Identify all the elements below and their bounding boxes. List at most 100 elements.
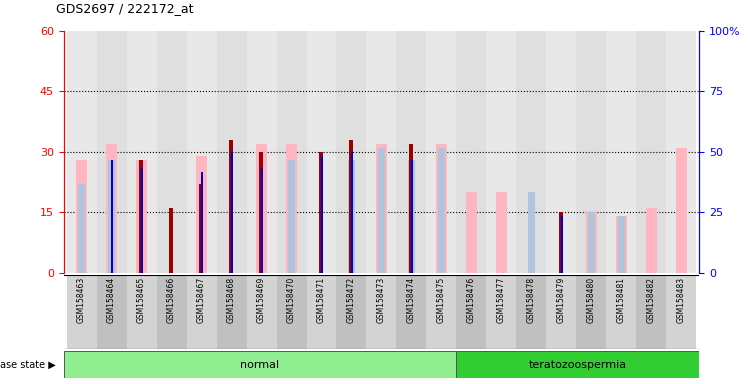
Text: GSM158477: GSM158477: [497, 277, 506, 323]
Bar: [547, 31, 577, 273]
Bar: [577, 31, 607, 273]
Bar: [106, 144, 117, 273]
Text: GSM158465: GSM158465: [137, 277, 146, 323]
Bar: [486, 31, 516, 273]
Bar: [426, 275, 456, 349]
Bar: [321, 156, 323, 273]
Bar: [216, 31, 247, 273]
Bar: [516, 275, 547, 349]
Text: GSM158476: GSM158476: [467, 277, 476, 323]
Bar: [136, 160, 147, 273]
Bar: [466, 192, 476, 273]
Bar: [376, 144, 387, 273]
Bar: [676, 147, 687, 273]
Bar: [351, 152, 353, 273]
Bar: [586, 212, 597, 273]
Bar: [156, 275, 186, 349]
Bar: [247, 275, 277, 349]
Bar: [637, 31, 666, 273]
Bar: [277, 31, 307, 273]
Text: GSM158480: GSM158480: [587, 277, 596, 323]
Bar: [108, 160, 114, 273]
Bar: [561, 216, 562, 273]
Bar: [607, 275, 637, 349]
Bar: [577, 275, 607, 349]
Bar: [637, 275, 666, 349]
Text: GSM158482: GSM158482: [647, 277, 656, 323]
Bar: [200, 184, 203, 273]
Text: GSM158467: GSM158467: [197, 277, 206, 323]
Bar: [666, 31, 696, 273]
Bar: [438, 147, 444, 273]
Bar: [367, 31, 396, 273]
Bar: [378, 147, 384, 273]
Bar: [409, 144, 413, 273]
Text: normal: normal: [240, 360, 280, 370]
Bar: [196, 156, 206, 273]
Text: GSM158468: GSM158468: [227, 277, 236, 323]
Bar: [616, 216, 627, 273]
Bar: [139, 160, 143, 273]
Text: GSM158478: GSM158478: [527, 277, 536, 323]
Bar: [200, 172, 203, 273]
Bar: [560, 212, 562, 273]
Bar: [79, 184, 85, 273]
Bar: [261, 168, 263, 273]
Text: GDS2697 / 222172_at: GDS2697 / 222172_at: [56, 2, 194, 15]
Text: GSM158483: GSM158483: [677, 277, 686, 323]
Bar: [289, 160, 295, 273]
Bar: [111, 160, 113, 273]
Bar: [186, 31, 216, 273]
Bar: [396, 31, 426, 273]
Text: GSM158464: GSM158464: [107, 277, 116, 323]
Bar: [516, 31, 547, 273]
Text: disease state ▶: disease state ▶: [0, 360, 56, 370]
Bar: [666, 275, 696, 349]
Bar: [349, 160, 355, 273]
Bar: [64, 351, 456, 378]
Text: GSM158481: GSM158481: [617, 277, 626, 323]
Bar: [260, 152, 263, 273]
Text: GSM158469: GSM158469: [257, 277, 266, 323]
Bar: [337, 275, 367, 349]
Bar: [67, 275, 96, 349]
Bar: [528, 192, 535, 273]
Bar: [286, 144, 297, 273]
Bar: [186, 275, 216, 349]
Bar: [411, 160, 413, 273]
Text: GSM158472: GSM158472: [347, 277, 356, 323]
Bar: [426, 31, 456, 273]
Bar: [607, 31, 637, 273]
Bar: [96, 31, 126, 273]
Bar: [547, 275, 577, 349]
Bar: [436, 144, 447, 273]
Bar: [230, 139, 233, 273]
Bar: [307, 275, 337, 349]
Bar: [456, 351, 699, 378]
Bar: [277, 275, 307, 349]
Text: GSM158470: GSM158470: [287, 277, 296, 323]
Bar: [96, 275, 126, 349]
Bar: [456, 275, 486, 349]
Bar: [408, 160, 414, 273]
Text: GSM158466: GSM158466: [167, 277, 176, 323]
Text: GSM158475: GSM158475: [437, 277, 446, 323]
Bar: [141, 168, 143, 273]
Bar: [349, 139, 353, 273]
Bar: [67, 31, 96, 273]
Bar: [126, 31, 156, 273]
Bar: [588, 212, 595, 273]
Bar: [156, 31, 186, 273]
Bar: [126, 275, 156, 349]
Bar: [396, 275, 426, 349]
Bar: [367, 275, 396, 349]
Bar: [231, 152, 233, 273]
Bar: [646, 208, 657, 273]
Bar: [496, 192, 506, 273]
Bar: [319, 152, 323, 273]
Bar: [456, 31, 486, 273]
Bar: [619, 216, 625, 273]
Text: GSM158473: GSM158473: [377, 277, 386, 323]
Text: GSM158479: GSM158479: [557, 277, 566, 323]
Text: teratozoospermia: teratozoospermia: [529, 360, 627, 370]
